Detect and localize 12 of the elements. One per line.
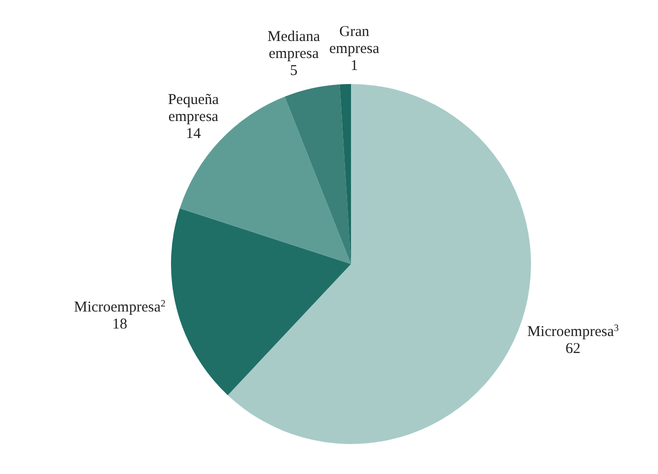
slice-label: Mediana empresa [268,29,320,62]
pie-slice [171,208,351,396]
data-label: 18 [112,316,128,332]
data-label: 14 [186,126,202,142]
data-label: 62 [565,341,580,358]
pie-slice [284,84,351,264]
data-label: 1 [350,58,358,74]
slice-label: Pequeña empresa [168,92,220,125]
slice-label: Microempresa$^{3}$ [527,322,619,340]
slice-label: Microempresa$^{2}$ [74,298,166,316]
slice-label: Gran empresa [329,24,380,58]
data-label: 5 [290,63,298,80]
